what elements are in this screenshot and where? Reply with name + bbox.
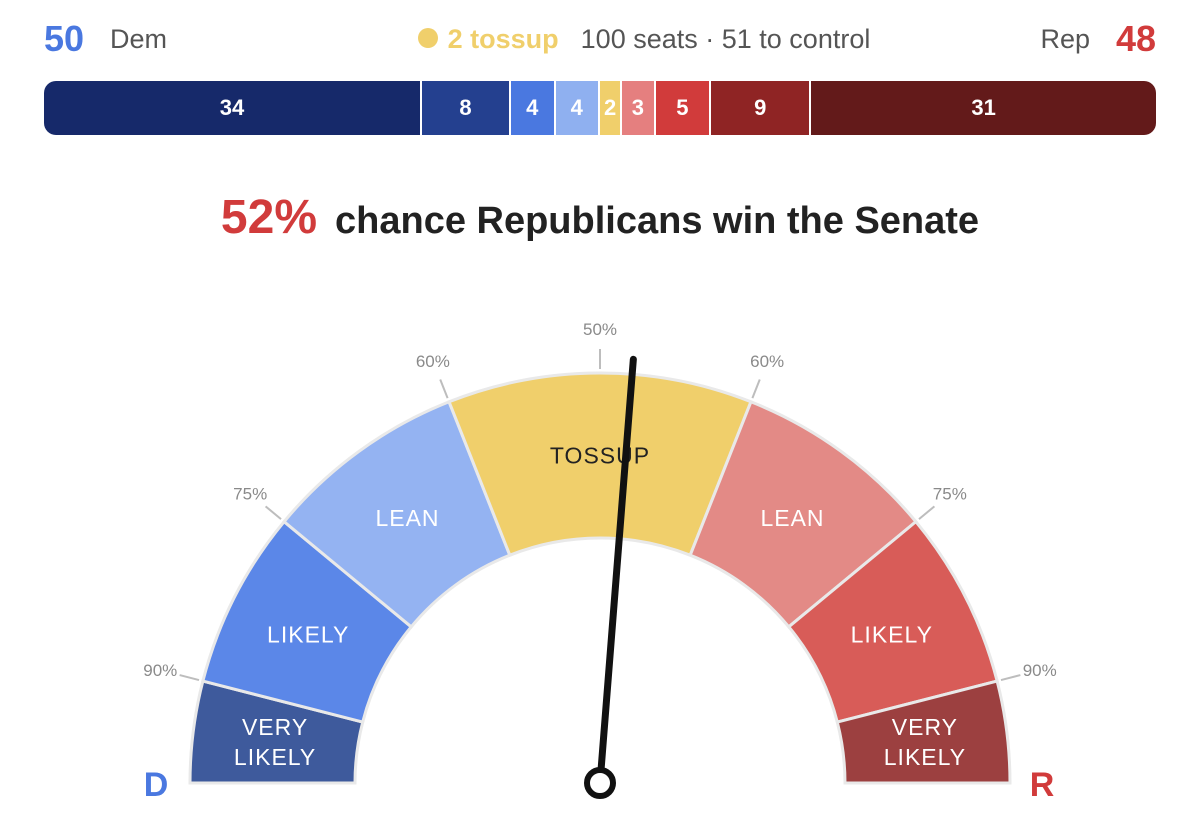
- rep-label: Rep: [1040, 24, 1090, 54]
- seat-info: 2 tossup 100 seats · 51 to control: [364, 24, 924, 55]
- gauge-tick: [439, 379, 449, 399]
- seat-bar-segment: 3: [622, 81, 656, 135]
- rep-end-label: R: [1030, 766, 1055, 804]
- dem-label: Dem: [110, 24, 168, 54]
- gauge-tick-label: 50%: [583, 320, 617, 339]
- seat-summary: 50 Dem 2 tossup 100 seats · 51 to control…: [44, 16, 1156, 64]
- headline-percent: 52%: [220, 191, 317, 244]
- gauge-zone-label: VERY LIKELY: [884, 714, 966, 770]
- gauge-tick-label: 90%: [1023, 661, 1057, 680]
- gauge-zone-label: LIKELY: [851, 621, 933, 647]
- dem-seat-count: 50: [44, 18, 85, 59]
- gauge-tick-label: 75%: [933, 485, 967, 504]
- seat-bar-segment: 2: [599, 81, 623, 135]
- seat-bar-segment: 8: [422, 81, 512, 135]
- gauge-tick: [918, 505, 936, 520]
- needle-pivot-icon: [584, 767, 616, 799]
- seat-bar-segment: 9: [711, 81, 812, 135]
- gauge-tick: [1000, 674, 1021, 682]
- seat-bar-segment: 31: [811, 81, 1156, 135]
- gauge-tick-label: 60%: [750, 352, 784, 371]
- gauge-tick: [751, 379, 761, 399]
- gauge-zone-label: VERY LIKELY: [234, 714, 316, 770]
- tossup-dot-icon: [417, 27, 438, 48]
- gauge-needle: [596, 355, 637, 787]
- headline: 52% chance Republicans win the Senate: [0, 190, 1200, 245]
- seat-bar-segment: 5: [655, 81, 712, 135]
- seat-bar-segment: 4: [511, 81, 556, 135]
- gauge-tick-label: 90%: [143, 661, 177, 680]
- gauge-zone-label: LEAN: [760, 505, 824, 531]
- headline-text: chance Republicans win the Senate: [335, 200, 980, 242]
- seat-rating-bar: 34 8 4 4 2 3 5 9 31: [44, 81, 1156, 135]
- gauge-zone-label: LEAN: [375, 505, 439, 531]
- gauge-tick: [264, 505, 282, 520]
- seat-bar-segment: 4: [555, 81, 600, 135]
- control-threshold: · 51 to control: [705, 24, 871, 54]
- gauge-zone: [835, 679, 1012, 785]
- gauge-tick-label: 60%: [416, 352, 450, 371]
- gauge-tick-label: 75%: [233, 485, 267, 504]
- gauge-zone-label: LIKELY: [267, 621, 349, 647]
- gauge-tick: [179, 674, 200, 682]
- tossup-count: 2 tossup: [447, 24, 559, 54]
- dem-end-label: D: [144, 766, 169, 804]
- seat-bar-segment: 34: [44, 81, 423, 135]
- total-seats: 100 seats: [580, 24, 698, 54]
- gauge-zone-label: TOSSUP: [550, 443, 650, 469]
- rep-seat-count: 48: [1115, 18, 1156, 59]
